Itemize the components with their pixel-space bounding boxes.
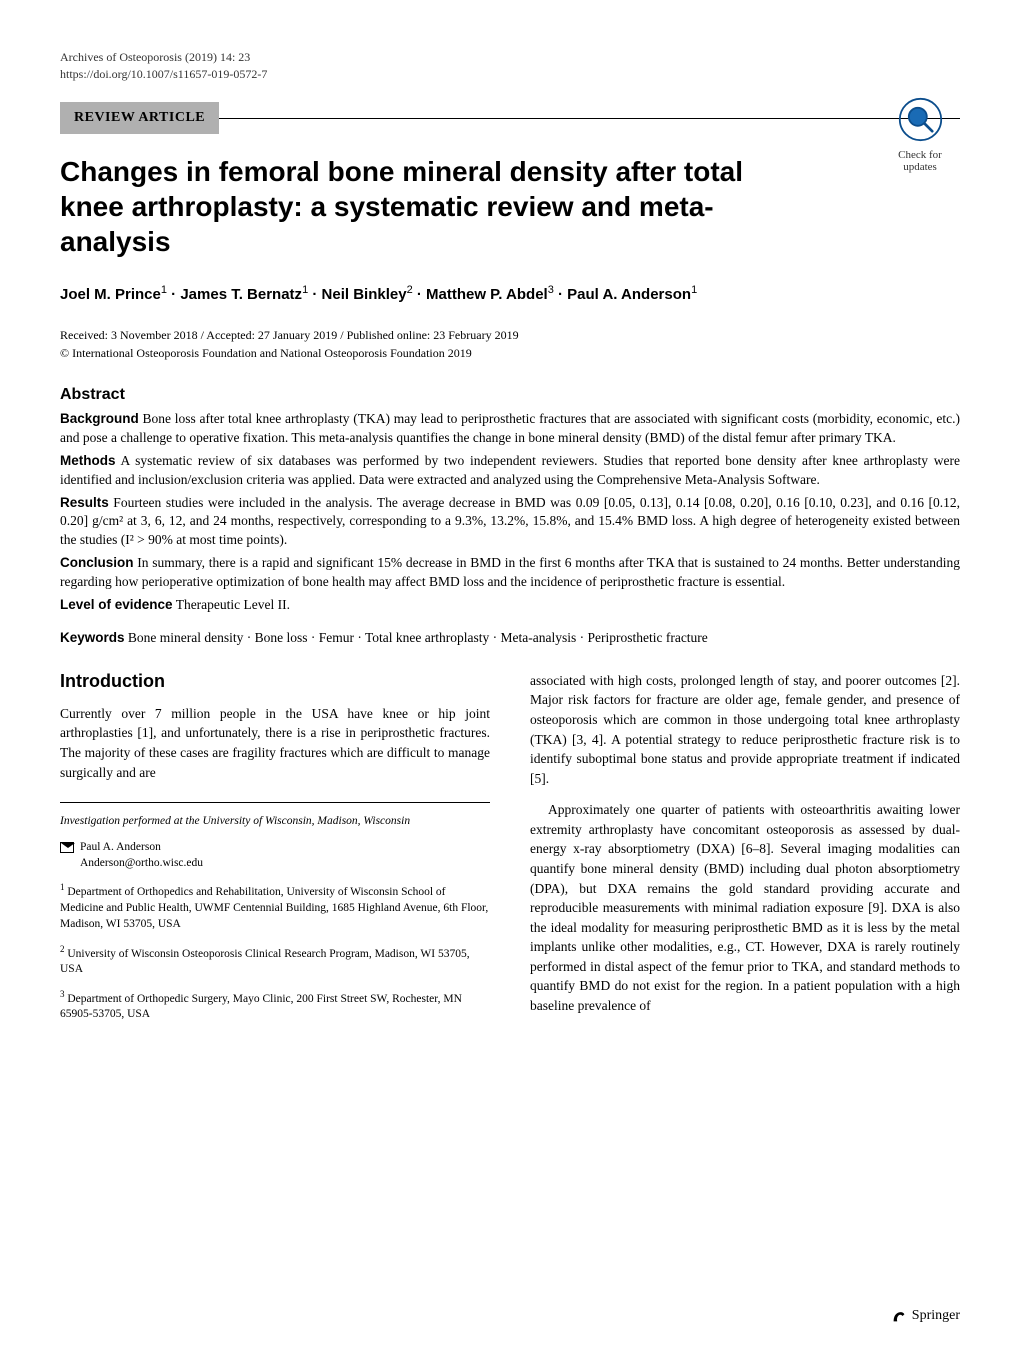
authors-line: Joel M. Prince1 · James T. Bernatz1 · Ne… [60,284,960,303]
affiliation: 1 Department of Orthopedics and Rehabili… [60,881,490,932]
check-updates-text: Check forupdates [880,149,960,173]
investigation-note: Investigation performed at the Universit… [60,813,490,829]
affiliation: 2 University of Wisconsin Osteoporosis C… [60,943,490,978]
check-updates-icon [898,97,943,142]
publisher-name: Springer [912,1308,960,1324]
article-type-label: REVIEW ARTICLE [60,102,219,134]
footnote-block: Investigation performed at the Universit… [60,802,490,1022]
right-column: associated with high costs, prolonged le… [530,671,960,1033]
journal-name: Archives of Osteoporosis (2019) 14: 23 [60,50,960,65]
abstract-section: Methods A systematic review of six datab… [60,452,960,490]
article-type-bar: REVIEW ARTICLE Check forupdates [60,102,960,134]
article-title: Changes in femoral bone mineral density … [60,154,780,259]
left-column: Introduction Currently over 7 million pe… [60,671,490,1033]
abstract-section: Background Bone loss after total knee ar… [60,410,960,448]
publication-dates: Received: 3 November 2018 / Accepted: 27… [60,328,960,343]
envelope-icon [60,842,74,853]
publisher-logo: Springer [890,1307,960,1325]
corresponding-email: Anderson@ortho.wisc.edu [80,857,203,869]
springer-horse-icon [890,1307,908,1325]
abstract-section: Level of evidence Therapeutic Level II. [60,596,960,615]
intro-paragraph: Currently over 7 million people in the U… [60,704,490,782]
copyright-line: © International Osteoporosis Foundation … [60,346,960,361]
abstract-heading: Abstract [60,386,960,404]
abstract-section: Results Fourteen studies were included i… [60,494,960,551]
abstract-body: Background Bone loss after total knee ar… [60,410,960,615]
divider-line [219,118,960,119]
introduction-heading: Introduction [60,671,490,692]
corresponding-name: Paul A. Anderson [80,841,161,853]
corresponding-author: Paul A. Anderson Anderson@ortho.wisc.edu [60,839,490,871]
check-updates-badge[interactable]: Check forupdates [880,97,960,173]
affiliation: 3 Department of Orthopedic Surgery, Mayo… [60,988,490,1023]
abstract-section: Conclusion In summary, there is a rapid … [60,554,960,592]
keywords-text: Bone mineral density · Bone loss · Femur… [128,630,708,645]
body-paragraph: associated with high costs, prolonged le… [530,671,960,788]
doi: https://doi.org/10.1007/s11657-019-0572-… [60,67,960,82]
two-column-body: Introduction Currently over 7 million pe… [60,671,960,1033]
keywords-line: Keywords Bone mineral density · Bone los… [60,630,960,646]
keywords-label: Keywords [60,630,125,645]
body-paragraph: Approximately one quarter of patients wi… [530,800,960,1015]
